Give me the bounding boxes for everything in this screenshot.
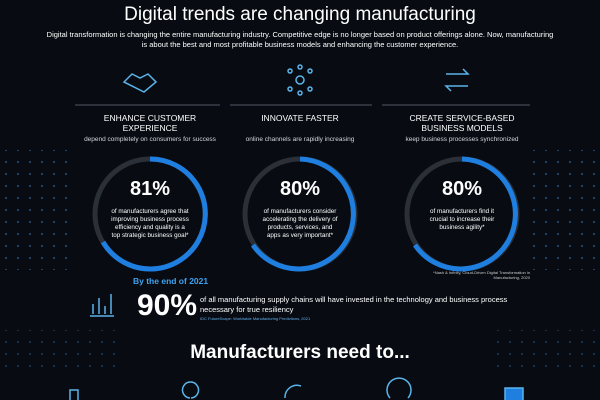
column-subheading: depend completely on consumers for succe…	[84, 136, 216, 143]
highlight-text: of all manufacturing supply chains will …	[200, 295, 508, 314]
column-heading: INNOVATE FASTER	[261, 113, 339, 123]
footnote: *Nash & Infinity, Cloud-Driven Digital T…	[433, 270, 530, 280]
column-heading: CREATE SERVICE-BASED BUSINESS MODELS	[409, 113, 515, 133]
highlight-lead: By the end of 2021	[133, 276, 209, 286]
section-title: Manufacturers need to...	[190, 342, 410, 363]
title: Digital trends are changing manufacturin…	[124, 4, 476, 25]
column-subheading: keep business processes synchronized	[405, 136, 519, 143]
intro: Digital transformation is changing the e…	[46, 30, 554, 49]
highlight-source: IDC FutureScape: Worldwide Manufacturing…	[200, 316, 311, 321]
stat-description: of manufacturers consider accelerating t…	[262, 208, 338, 239]
stat-description: of manufacturers find it crucial to incr…	[429, 208, 495, 231]
column-subheading: online channels are rapidly increasing	[245, 136, 355, 143]
highlight-stat: 90%	[137, 289, 198, 322]
stat: 81%	[129, 178, 171, 200]
stat: 80%	[441, 178, 483, 200]
stat-description: of manufacturers agree that improving bu…	[111, 208, 189, 239]
stat: 80%	[279, 178, 321, 200]
column-heading: ENHANCE CUSTOMER EXPERIENCE	[103, 113, 197, 133]
